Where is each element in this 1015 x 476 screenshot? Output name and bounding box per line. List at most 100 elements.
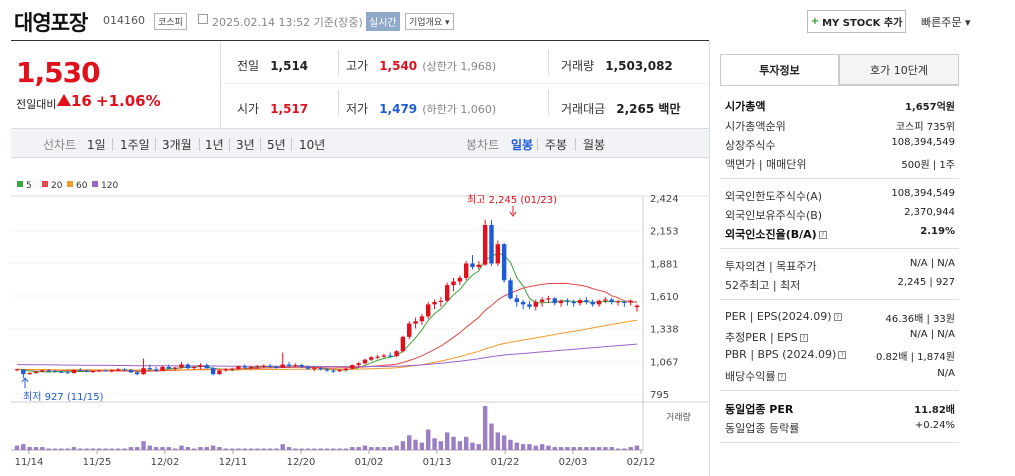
x-tick-label: 01/13	[423, 457, 452, 468]
candle	[267, 365, 273, 367]
row-shares: 상장주식수 108,394,549	[725, 137, 955, 153]
realtime-badge[interactable]: 실시간	[366, 12, 400, 31]
header-divider	[11, 40, 709, 41]
value: 0.82배 | 1,874원	[875, 352, 955, 363]
stock-code: 014160	[103, 14, 145, 27]
quick-order-dropdown[interactable]: 빠른주문 ▾	[921, 16, 971, 29]
label: PBR | BPS (2024.09)	[725, 348, 837, 361]
low-annotation: 최저 927 (11/15)	[23, 391, 104, 403]
row-per: PER | EPS(2024.09)? 46.36배 | 33원	[725, 310, 955, 325]
volume-bar	[381, 447, 387, 450]
x-tick-label: 12/11	[219, 457, 248, 468]
period-3m[interactable]: 3개월	[162, 138, 192, 152]
help-icon[interactable]: ?	[833, 313, 842, 321]
candle-weekly[interactable]: 주봉	[545, 138, 568, 152]
period-1d[interactable]: 1일	[87, 138, 106, 152]
volume-bar	[217, 447, 222, 450]
candle	[470, 263, 475, 268]
row-industry-per[interactable]: 동일업종 PER 11.82배	[725, 401, 955, 417]
volume-bar	[90, 448, 96, 450]
section-sep	[720, 248, 959, 249]
candle-daily[interactable]: 일봉	[511, 138, 534, 152]
label: 외국인한도주식수(A)	[725, 190, 823, 203]
volume-bar	[394, 445, 399, 450]
legend-swatch	[92, 181, 98, 187]
candle	[134, 372, 140, 375]
help-icon[interactable]: ?	[799, 334, 808, 342]
volume-bar	[527, 444, 532, 450]
stat-label: 시가	[237, 102, 260, 116]
volume-bar	[331, 448, 336, 450]
help-icon[interactable]: ?	[777, 373, 786, 381]
candle	[432, 301, 437, 305]
volume-bar	[141, 441, 146, 450]
volume-bar	[350, 447, 355, 450]
legend-swatch	[42, 181, 48, 187]
period-1w[interactable]: 1주일	[120, 138, 150, 152]
volume-bar	[565, 447, 570, 450]
company-info-dropdown[interactable]: 기업개요 ▾	[405, 13, 454, 30]
row-par: 액면가 | 매매단위 500원 | 1주	[725, 156, 955, 172]
y-tick-label: 1,881	[650, 259, 679, 270]
stat-value: 1,479	[379, 102, 418, 116]
volume-bar	[362, 445, 368, 450]
candle	[622, 301, 627, 303]
candle	[558, 300, 564, 304]
stat-label: 저가	[346, 102, 369, 116]
candle	[590, 301, 595, 305]
label: 액면가 | 매매단위	[725, 158, 807, 171]
candle-monthly[interactable]: 월봉	[583, 138, 606, 152]
volume-bar	[622, 448, 627, 450]
help-icon[interactable]: ?	[838, 351, 847, 359]
row-market-cap: 시가총액 1,657억원	[725, 98, 955, 114]
value: 2.19%	[920, 226, 955, 237]
candle	[160, 366, 165, 371]
candle	[90, 371, 96, 373]
candle	[248, 366, 254, 368]
volume-bar	[508, 439, 513, 450]
help-icon[interactable]: ?	[818, 231, 827, 239]
volume-bar	[615, 448, 621, 450]
volume-bar	[78, 448, 83, 450]
candle	[539, 299, 545, 302]
change-label: 전일대비	[16, 98, 57, 111]
candle	[52, 371, 58, 373]
candle	[444, 285, 450, 301]
candle	[59, 371, 64, 373]
volume-bar	[489, 423, 494, 450]
volume-bar	[166, 447, 172, 450]
volume-bar	[324, 448, 330, 450]
high-marker-arrow	[509, 211, 517, 217]
volume-bar	[343, 448, 349, 450]
row-52week: 52주최고 | 최저 2,245 | 927	[725, 277, 955, 293]
x-tick-label: 01/22	[491, 457, 520, 468]
value: 2,370,944	[904, 207, 955, 218]
candle	[369, 357, 374, 360]
x-tick-label: 02/12	[627, 457, 656, 468]
label: 상장주식수	[725, 139, 776, 152]
period-3y[interactable]: 3년	[236, 138, 255, 152]
price-chart[interactable]: 5 20 60 120 2,424 2,153 1,881 1,610 1,338 1,067 7…	[11, 172, 709, 476]
tab-invest-info[interactable]: 투자정보	[720, 54, 839, 85]
volume-bar	[388, 447, 393, 450]
period-5y[interactable]: 5년	[267, 138, 286, 152]
stat-divider	[338, 90, 339, 116]
stat-label: 거래량	[561, 59, 595, 73]
tab-orderbook[interactable]: 호가 10단계	[839, 54, 959, 85]
add-mystock-button[interactable]: + MY STOCK 추가	[807, 10, 906, 33]
candle	[97, 370, 102, 372]
volume-bar	[577, 447, 583, 450]
volume-label: 거래량	[666, 411, 691, 423]
legend-swatch	[17, 181, 23, 187]
period-1y[interactable]: 1년	[205, 138, 224, 152]
volume-bar	[539, 444, 545, 450]
candle	[362, 359, 368, 364]
candle	[305, 366, 311, 369]
candle	[274, 366, 279, 368]
volume-bar	[546, 445, 551, 450]
volume-bar	[71, 447, 77, 450]
stat-prev-close: 전일 1,514	[237, 55, 308, 74]
period-10y[interactable]: 10년	[299, 138, 326, 152]
value: 1,657억원	[904, 102, 955, 113]
section-sep	[720, 442, 959, 443]
